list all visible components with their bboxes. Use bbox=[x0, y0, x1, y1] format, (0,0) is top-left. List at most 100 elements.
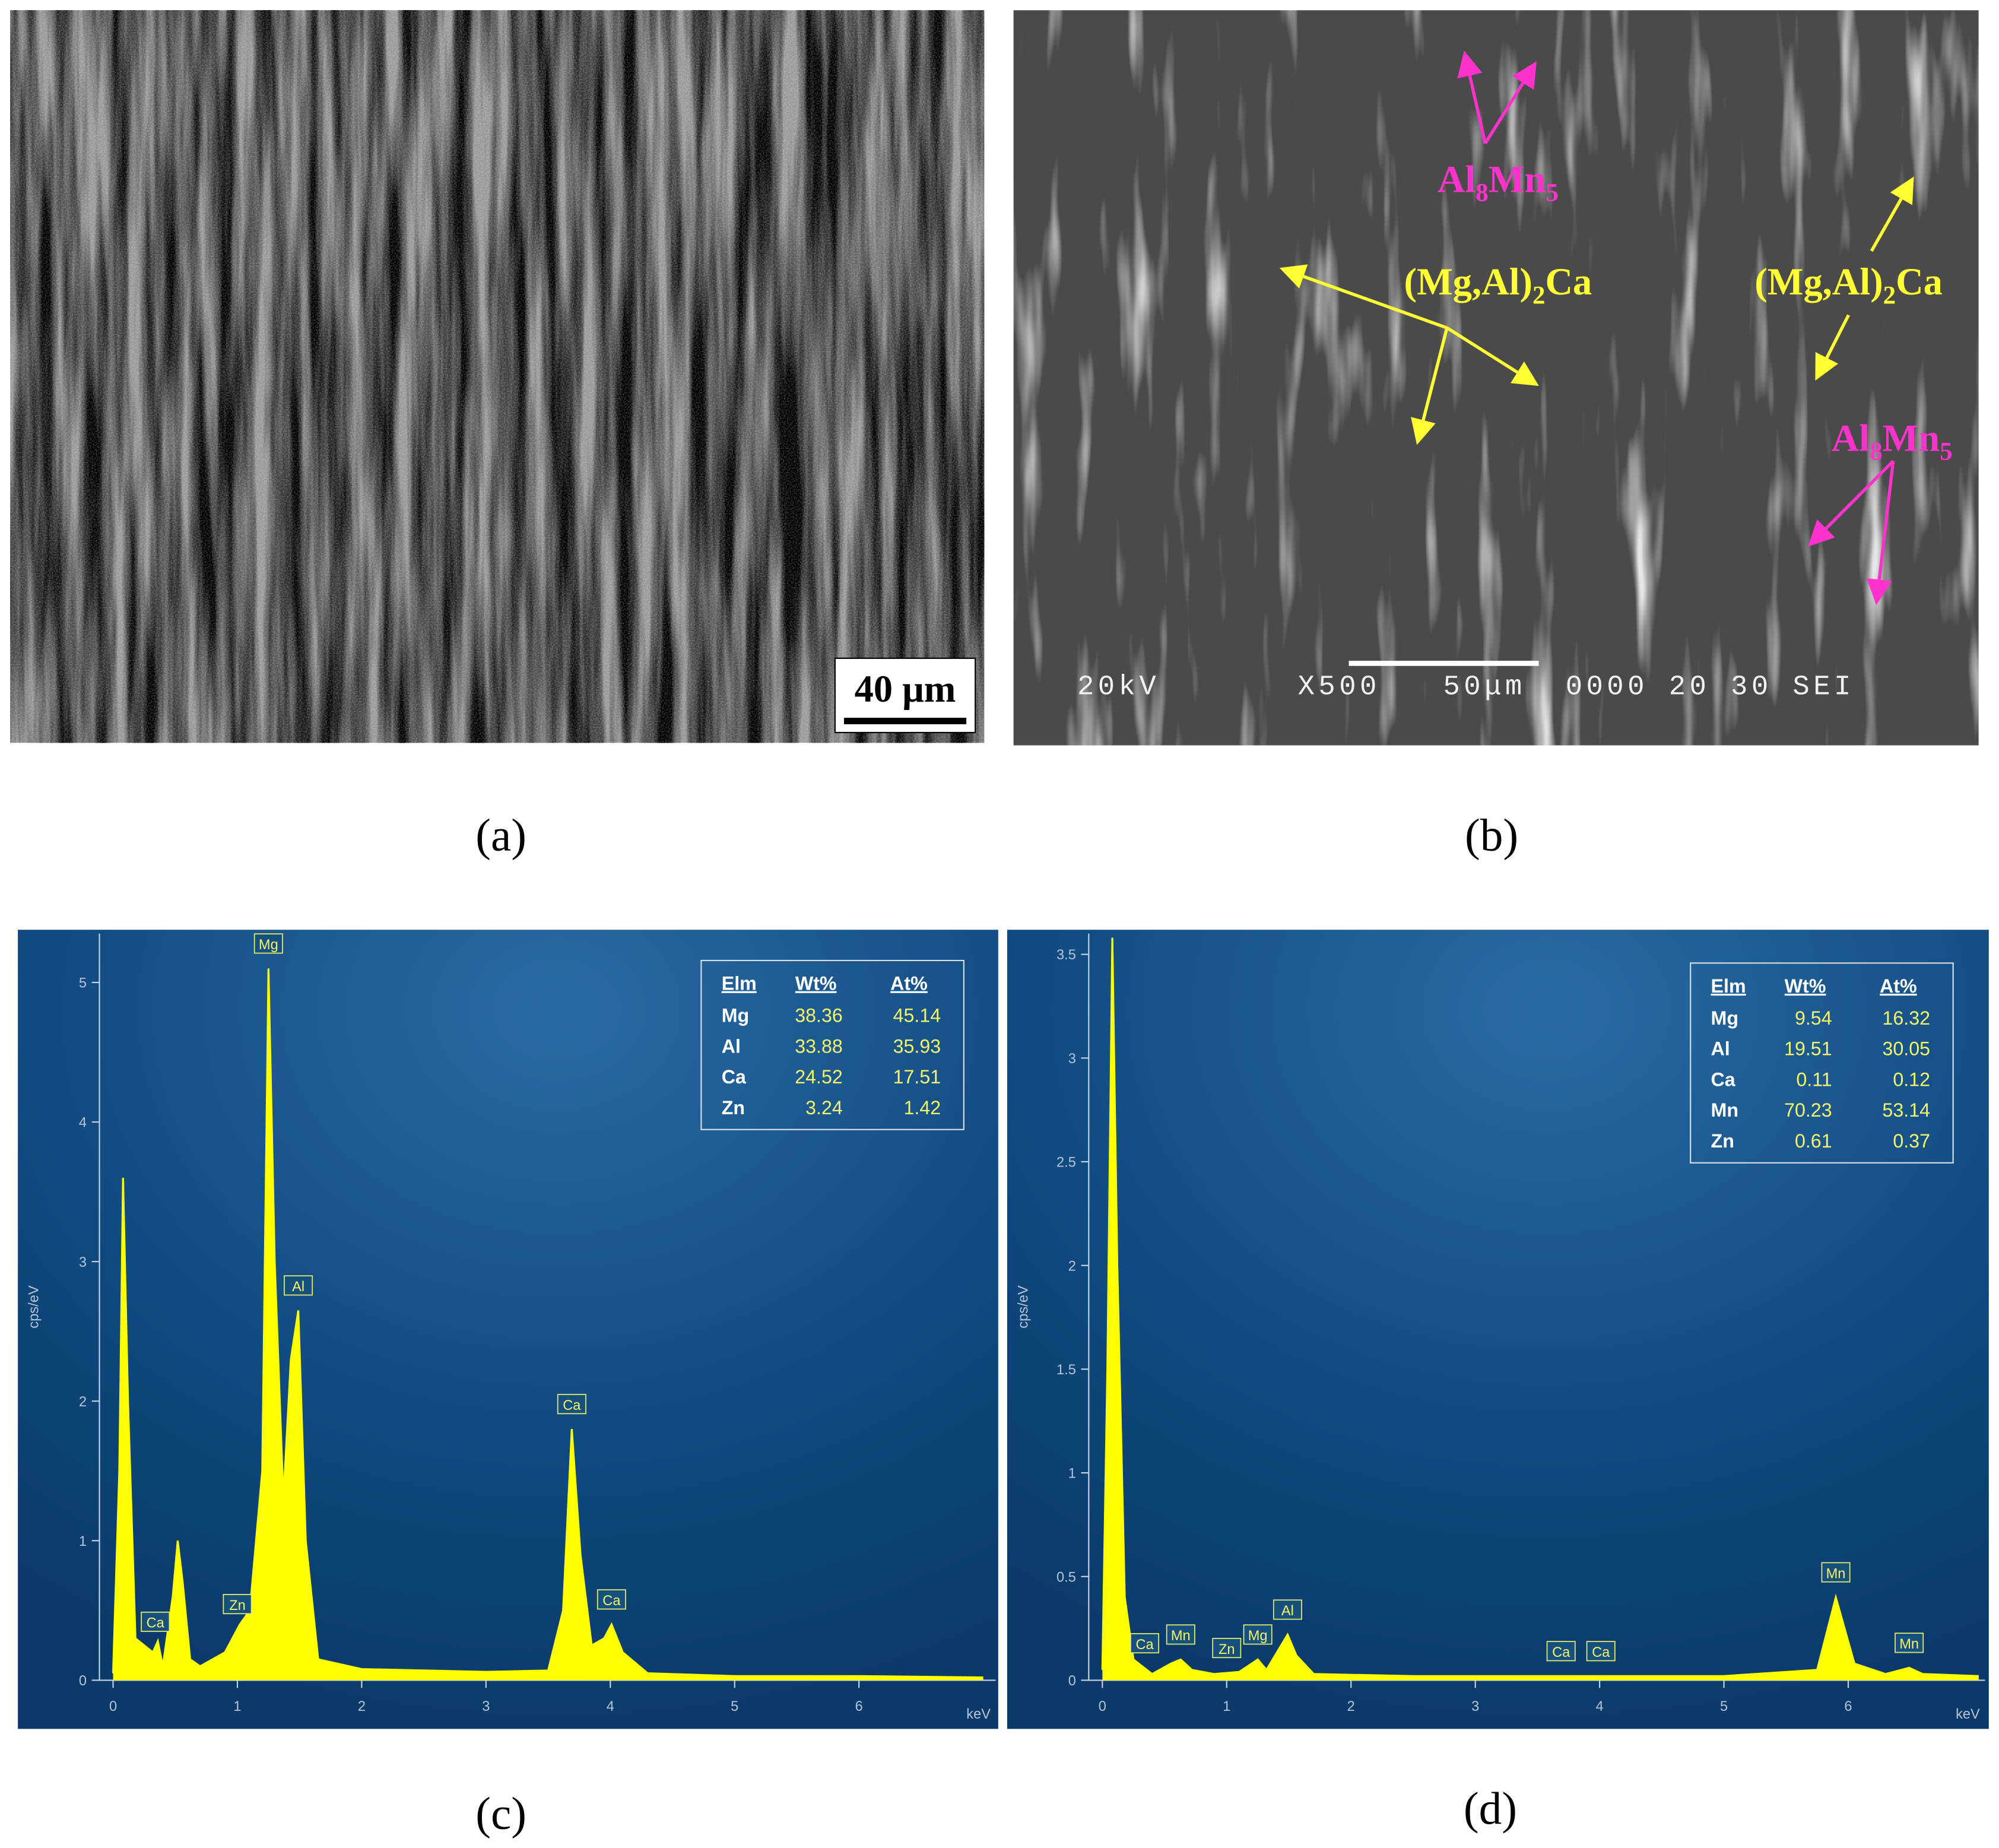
table-cell: 3.24 bbox=[805, 1097, 843, 1118]
annotation: Al8Mn5 bbox=[1438, 157, 1559, 207]
y-axis-label: cps/eV bbox=[26, 1285, 42, 1329]
table-header: Elm bbox=[722, 973, 757, 994]
peak-label: Ca bbox=[1592, 1645, 1610, 1660]
subscript: 8 bbox=[1870, 438, 1882, 465]
y-tick-label: 0 bbox=[1068, 1673, 1076, 1689]
table-element: Zn bbox=[1711, 1130, 1734, 1152]
y-tick-label: 3 bbox=[79, 1255, 87, 1270]
arrow bbox=[1866, 461, 1895, 606]
peak-label: Ca bbox=[1135, 1637, 1154, 1653]
chart-background bbox=[1007, 930, 1989, 1729]
arrow bbox=[1279, 264, 1448, 329]
sem-voltage: 20kV bbox=[1077, 671, 1160, 703]
eds-chart: 0 1 2 3 4 5 0 1 2 3 4 5 6 keV cps/eV Ca Zn Mg Al Ca Ca Elm Wt%… bbox=[18, 930, 998, 1729]
x-tick-label: 2 bbox=[1347, 1699, 1355, 1714]
annotation-text: (Mg,Al) bbox=[1404, 260, 1532, 303]
annotation: (Mg,Al)2Ca bbox=[1754, 260, 1943, 309]
caption: (c) bbox=[475, 1787, 526, 1839]
table-cell: 0.11 bbox=[1796, 1069, 1832, 1090]
annotation: (Mg,Al)2Ca bbox=[1404, 260, 1592, 309]
x-tick-label: 0 bbox=[109, 1699, 117, 1714]
table-cell: 0.12 bbox=[1893, 1069, 1930, 1090]
annotation: Al8Mn5 bbox=[1832, 416, 1953, 465]
caption: (a) bbox=[475, 809, 526, 860]
peak-label: Ca bbox=[1552, 1645, 1570, 1660]
x-tick-label: 0 bbox=[1099, 1699, 1106, 1714]
arrows bbox=[1279, 50, 1914, 606]
caption: (b) bbox=[1465, 809, 1518, 860]
table-element: Mn bbox=[1711, 1099, 1738, 1121]
y-tick-label: 2 bbox=[79, 1394, 87, 1410]
peak-label-box bbox=[1273, 1599, 1302, 1620]
sem-scale-label: 50μm bbox=[1443, 671, 1525, 703]
peak-label: Al bbox=[1281, 1603, 1294, 1619]
arrow bbox=[1446, 326, 1539, 386]
peak-label-box bbox=[596, 1589, 626, 1610]
x-tick-label: 1 bbox=[233, 1699, 241, 1714]
peak-label-box bbox=[223, 1594, 252, 1615]
peak-label: Mn bbox=[1171, 1628, 1191, 1644]
peak-label: Zn bbox=[229, 1598, 246, 1614]
table-box bbox=[1690, 962, 1954, 1164]
table-element: Mg bbox=[1711, 1007, 1738, 1029]
chart-background bbox=[18, 930, 998, 1729]
caption: (d) bbox=[1464, 1783, 1517, 1834]
annotation-text: Al bbox=[1438, 157, 1476, 200]
micrograph-a: 40 μm bbox=[10, 10, 985, 743]
peak-label: Al bbox=[292, 1279, 304, 1295]
y-tick-label: 5 bbox=[79, 976, 87, 991]
peak-label-box bbox=[1243, 1624, 1273, 1645]
arrow bbox=[1808, 459, 1895, 547]
peak-label-box bbox=[1166, 1624, 1195, 1645]
table-cell: 0.61 bbox=[1795, 1130, 1832, 1152]
x-tick-label: 5 bbox=[1720, 1699, 1728, 1714]
table-cell: 0.37 bbox=[1893, 1130, 1930, 1152]
table-cell: 17.51 bbox=[893, 1066, 941, 1088]
peak-label-box bbox=[1821, 1562, 1851, 1583]
annotation-text: Ca bbox=[1545, 260, 1592, 303]
peak-label: Mg bbox=[259, 937, 278, 953]
table-element: Al bbox=[722, 1035, 741, 1057]
subscript: 2 bbox=[1883, 281, 1896, 309]
x-tick-label: 1 bbox=[1223, 1699, 1230, 1714]
table-cell: 9.54 bbox=[1795, 1007, 1832, 1029]
peak-label-box bbox=[253, 933, 283, 954]
x-tick-label: 6 bbox=[1844, 1699, 1852, 1714]
table-element: Al bbox=[1711, 1038, 1730, 1060]
arrow bbox=[1870, 176, 1914, 252]
x-tick-label: 2 bbox=[358, 1699, 366, 1714]
x-tick-label: 6 bbox=[855, 1699, 863, 1714]
y-tick-label: 3 bbox=[1068, 1051, 1076, 1067]
peak-label-box bbox=[1130, 1633, 1160, 1654]
table-cell: 33.88 bbox=[795, 1035, 843, 1057]
table-element: Ca bbox=[722, 1066, 747, 1088]
peak-label-box bbox=[284, 1275, 313, 1296]
annotation-text: Ca bbox=[1896, 260, 1943, 303]
table-cell: 1.42 bbox=[904, 1097, 941, 1118]
table-element: Zn bbox=[722, 1097, 745, 1118]
peak-label: Mn bbox=[1826, 1566, 1846, 1581]
table-header: At% bbox=[890, 973, 928, 994]
peak-label: Zn bbox=[1219, 1642, 1235, 1657]
subscript: 2 bbox=[1532, 281, 1545, 309]
table-cell: 45.14 bbox=[893, 1004, 941, 1026]
x-tick-label: 5 bbox=[731, 1699, 738, 1714]
x-axis-label: keV bbox=[966, 1707, 991, 1722]
sem-info: 0000 20 30 SEI bbox=[1566, 671, 1855, 703]
table-cell: 16.32 bbox=[1882, 1007, 1930, 1029]
subscript: 5 bbox=[1940, 438, 1952, 465]
peak-label: Ca bbox=[563, 1398, 581, 1413]
table-box bbox=[700, 959, 964, 1130]
peak-label-box bbox=[1586, 1641, 1616, 1662]
table-header: Wt% bbox=[795, 973, 837, 994]
arrow bbox=[1815, 314, 1850, 381]
y-tick-label: 2.5 bbox=[1056, 1155, 1076, 1171]
peak-label-box bbox=[1895, 1633, 1924, 1653]
annotation-text: (Mg,Al) bbox=[1754, 260, 1883, 303]
subscript: 5 bbox=[1546, 179, 1558, 207]
x-tick-label: 4 bbox=[1596, 1699, 1604, 1714]
x-tick-label: 3 bbox=[482, 1699, 490, 1714]
